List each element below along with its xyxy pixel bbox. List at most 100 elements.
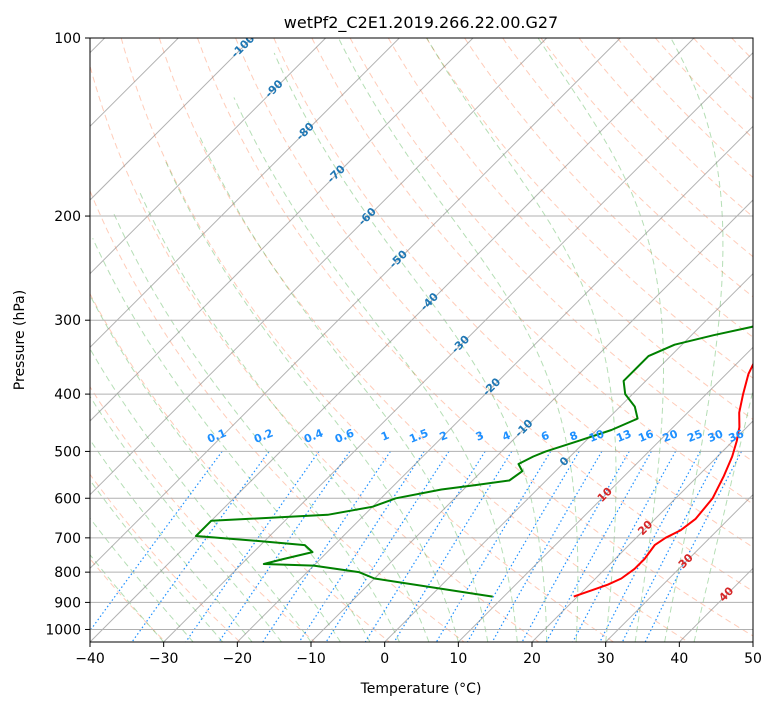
mixing-ratio-label: 13	[614, 427, 633, 445]
dewpoint-line	[195, 325, 753, 598]
y-tick-label: 600	[54, 491, 81, 507]
sounding-series	[195, 325, 753, 598]
y-tick-label: 100	[54, 31, 81, 47]
x-tick-label: 10	[449, 651, 467, 667]
moist-adiabats	[90, 38, 753, 642]
isotherm-line	[90, 38, 400, 349]
mixing-ratio-line	[466, 451, 580, 642]
dry-adiabat	[235, 38, 753, 592]
x-tick-label: −40	[75, 651, 105, 667]
dry-adiabat	[158, 38, 689, 642]
dry-adiabat	[349, 38, 753, 463]
mixing-ratio-line	[621, 451, 722, 642]
mixing-ratio-line	[435, 451, 552, 642]
mixing-ratio-line	[218, 451, 351, 642]
y-tick-label: 200	[54, 209, 81, 225]
dry-adiabat	[90, 64, 540, 642]
isotherm-line	[90, 38, 621, 570]
mixing-ratio-label: 30	[706, 427, 725, 445]
x-tick-label: 30	[597, 651, 615, 667]
mixing-ratio-label: 8	[568, 429, 580, 444]
moist-adiabat	[90, 517, 194, 642]
mixing-ratio-line	[185, 451, 320, 642]
mixing-ratio-line	[491, 451, 603, 642]
mixing-ratio-line	[599, 451, 701, 642]
x-tick-label: 50	[744, 651, 762, 667]
x-tick-label: 40	[670, 651, 688, 667]
x-tick-label: 0	[380, 651, 389, 667]
mixing-ratio-label: 10	[587, 427, 606, 445]
mixing-ratio-line	[572, 451, 677, 642]
moist-adiabat	[426, 38, 617, 642]
chart-title: wetPf2_C2E1.2019.266.22.00.G27	[284, 13, 558, 33]
mixing-ratio-line	[90, 451, 223, 632]
y-tick-label: 500	[54, 444, 81, 460]
moist-adiabat	[537, 38, 664, 642]
mixing-ratio-label: 2	[438, 429, 450, 444]
y-tick-label: 800	[54, 565, 81, 581]
isotherm-line	[384, 272, 753, 642]
mixing-ratio-line	[364, 451, 486, 642]
isotherm-line	[531, 420, 753, 642]
x-axis-label: Temperature (°C)	[360, 681, 482, 697]
isotherm-line	[605, 493, 753, 642]
mixing-ratio-label: 1	[379, 429, 391, 444]
moist-adiabat	[693, 387, 753, 642]
isotherm-line	[90, 38, 253, 201]
moist-adiabat	[90, 395, 282, 642]
temperature-line	[573, 362, 753, 598]
isotherm-line	[90, 38, 548, 496]
y-tick-label: 300	[54, 313, 81, 329]
dry-adiabat	[273, 38, 753, 548]
mixing-ratio-label: 36	[727, 427, 746, 445]
moist-adiabat	[337, 38, 579, 642]
mixing-ratio-label: 25	[685, 427, 704, 445]
isotherm-line	[90, 38, 474, 422]
moist-adiabat	[90, 439, 253, 642]
dry-adiabat	[311, 38, 753, 505]
y-tick-label: 700	[54, 531, 81, 547]
mixing-ratio-line	[393, 451, 513, 642]
moist-adiabat	[664, 38, 724, 642]
mixing-ratio-label: 3	[474, 429, 486, 444]
x-tick-label: −10	[296, 651, 326, 667]
moist-adiabat	[90, 553, 165, 642]
y-tick-label: 400	[54, 387, 81, 403]
moist-adiabat	[139, 191, 430, 642]
dry-adiabat	[578, 38, 753, 218]
isotherm-line	[90, 38, 695, 642]
y-axis-label: Pressure (hPa)	[12, 290, 28, 390]
isotherm-line	[236, 125, 753, 642]
mixing-ratio-lines	[90, 451, 743, 642]
x-tick-label: −30	[149, 651, 179, 667]
moist-adiabat	[165, 161, 459, 642]
dry-adiabat	[120, 38, 614, 642]
mixing-ratio-label: 20	[661, 427, 680, 445]
dry-adiabat	[90, 292, 390, 642]
dry-adiabat	[90, 189, 465, 642]
dry-adiabat	[387, 38, 753, 421]
isotherm-line	[310, 199, 753, 642]
dry-adiabats	[90, 38, 753, 642]
isotherm-line	[457, 346, 753, 642]
x-tick-label: −20	[223, 651, 253, 667]
y-axis: 100 200 300 400 500 600 700 800 900 1000	[45, 31, 90, 638]
y-tick-label: 1000	[45, 622, 81, 638]
moist-adiabat	[273, 52, 548, 642]
dry-adiabat	[425, 38, 753, 379]
x-tick-label: 20	[523, 651, 541, 667]
mixing-ratio-line	[545, 451, 652, 642]
moist-adiabat	[92, 237, 371, 642]
x-axis: −40 −30 −20 −10 0 10 20 30 40 50	[75, 642, 762, 667]
mixing-ratio-line	[521, 451, 630, 642]
plot-frame	[89, 37, 754, 643]
y-tick-label: 900	[54, 595, 81, 611]
mixing-ratio-label: 16	[636, 427, 655, 445]
mixing-ratio-line	[325, 451, 450, 642]
pressure-gridlines	[90, 38, 753, 630]
isotherm-line	[90, 38, 327, 275]
moist-adiabat	[233, 97, 518, 642]
moist-adiabat	[90, 293, 341, 642]
